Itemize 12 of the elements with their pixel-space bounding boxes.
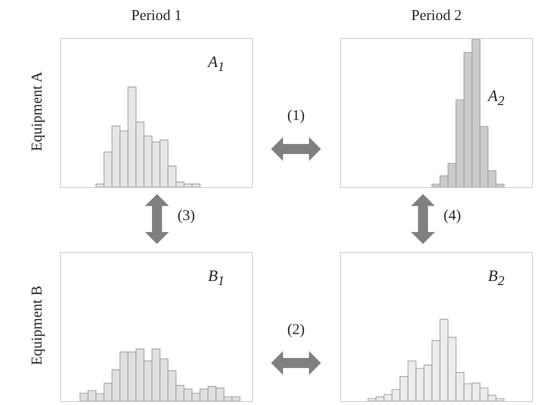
text: (3): [178, 208, 195, 225]
text: B$_{2}$: [488, 268, 504, 290]
text: (4): [444, 208, 461, 225]
chart-title: Period 1: [130, 8, 183, 25]
annotation: A$_{2}$: [488, 88, 504, 110]
text: B$_{1}$: [208, 268, 224, 290]
text: (2): [286, 322, 306, 339]
chart-title: Period 2: [410, 8, 463, 25]
y-axis-title: Equipment A: [30, 70, 46, 154]
y-axis-title: Equipment B: [30, 284, 46, 368]
text: A$_{1}$: [208, 54, 224, 76]
text: (1): [286, 108, 306, 125]
